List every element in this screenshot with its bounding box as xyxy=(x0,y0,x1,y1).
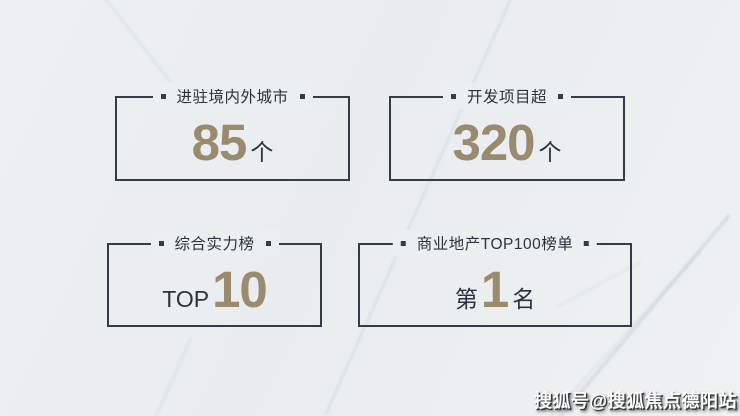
square-bullet-right-icon xyxy=(265,240,271,246)
square-bullet-left-icon xyxy=(160,93,166,99)
square-bullet-left-icon xyxy=(400,240,406,246)
stat-value-prefix: TOP xyxy=(162,285,210,312)
square-bullet-right-icon xyxy=(584,240,590,246)
stat-card-commercial-rank: 商业地产TOP100榜单 第 1 名 xyxy=(358,230,632,327)
stat-value-prefix: 第 xyxy=(454,285,478,312)
stat-value-number: 10 xyxy=(212,260,268,318)
stat-card-cities: 进驻境内外城市 85 个 xyxy=(115,83,350,181)
square-bullet-left-icon xyxy=(158,240,164,246)
square-bullet-right-icon xyxy=(558,93,564,99)
stat-value: TOP 10 xyxy=(162,260,268,318)
stat-value-unit: 个 xyxy=(538,139,562,165)
marble-vein xyxy=(141,337,192,416)
stat-card-title: 开发项目超 xyxy=(442,83,572,109)
square-bullet-right-icon xyxy=(299,93,305,99)
sohu-watermark: 搜狐号@搜狐焦点德阳站 xyxy=(533,391,737,411)
stat-title-text: 商业地产TOP100榜单 xyxy=(416,236,574,253)
stat-value: 第 1 名 xyxy=(455,264,535,315)
marble-vein xyxy=(324,0,522,415)
stat-card-title: 进驻境内外城市 xyxy=(152,83,313,109)
stat-value-number: 320 xyxy=(452,114,535,171)
stat-title-text: 进驻境内外城市 xyxy=(176,89,289,106)
stat-card-title: 商业地产TOP100榜单 xyxy=(392,230,598,256)
stat-value-number: 85 xyxy=(191,114,248,171)
stat-card-projects: 开发项目超 320 个 xyxy=(389,83,625,181)
stat-value-unit: 个 xyxy=(250,139,274,165)
stat-title-text: 开发项目超 xyxy=(466,89,548,106)
stat-title-text: 综合实力榜 xyxy=(174,236,255,253)
stat-value-unit: 名 xyxy=(512,285,536,312)
stat-value: 85 个 xyxy=(192,117,274,168)
stat-value: 320 个 xyxy=(452,117,561,168)
stat-value-number: 1 xyxy=(480,260,509,318)
square-bullet-left-icon xyxy=(450,93,456,99)
stat-card-title: 综合实力榜 xyxy=(150,230,279,256)
stat-card-strength-rank: 综合实力榜 TOP 10 xyxy=(107,230,322,327)
